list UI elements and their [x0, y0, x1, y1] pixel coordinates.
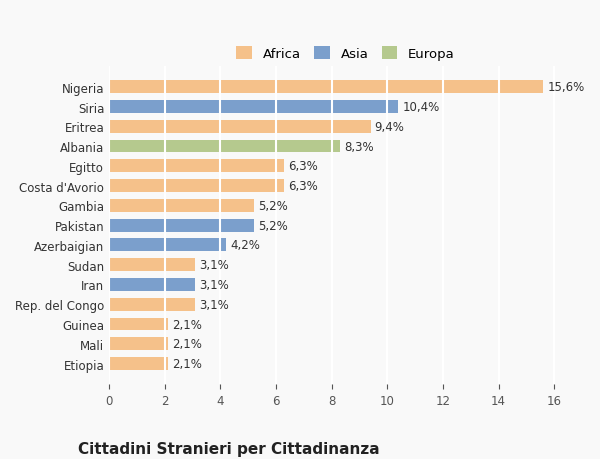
Text: 15,6%: 15,6%: [547, 81, 584, 94]
Text: 8,3%: 8,3%: [344, 140, 374, 153]
Text: 2,1%: 2,1%: [172, 337, 202, 351]
Text: 5,2%: 5,2%: [258, 200, 287, 213]
Bar: [109, 81, 543, 94]
Text: 5,2%: 5,2%: [258, 219, 287, 232]
Legend: Africa, Asia, Europa: Africa, Asia, Europa: [231, 41, 460, 66]
Text: 3,1%: 3,1%: [200, 258, 229, 272]
Text: 6,3%: 6,3%: [289, 160, 318, 173]
Text: 2,1%: 2,1%: [172, 318, 202, 331]
Bar: [109, 239, 226, 252]
Bar: [109, 200, 254, 213]
Bar: [109, 180, 284, 193]
Text: 4,2%: 4,2%: [230, 239, 260, 252]
Bar: [109, 101, 398, 114]
Bar: [109, 318, 167, 331]
Bar: [109, 298, 196, 311]
Bar: [109, 140, 340, 153]
Bar: [109, 358, 167, 370]
Text: 3,1%: 3,1%: [200, 298, 229, 311]
Text: 6,3%: 6,3%: [289, 180, 318, 193]
Bar: [109, 121, 371, 134]
Text: 3,1%: 3,1%: [200, 278, 229, 291]
Bar: [109, 160, 284, 173]
Bar: [109, 279, 196, 291]
Bar: [109, 338, 167, 351]
Bar: [109, 219, 254, 232]
Text: 9,4%: 9,4%: [375, 121, 404, 134]
Text: 10,4%: 10,4%: [403, 101, 440, 114]
Text: 2,1%: 2,1%: [172, 357, 202, 370]
Text: Cittadini Stranieri per Cittadinanza: Cittadini Stranieri per Cittadinanza: [78, 441, 380, 456]
Bar: [109, 259, 196, 272]
